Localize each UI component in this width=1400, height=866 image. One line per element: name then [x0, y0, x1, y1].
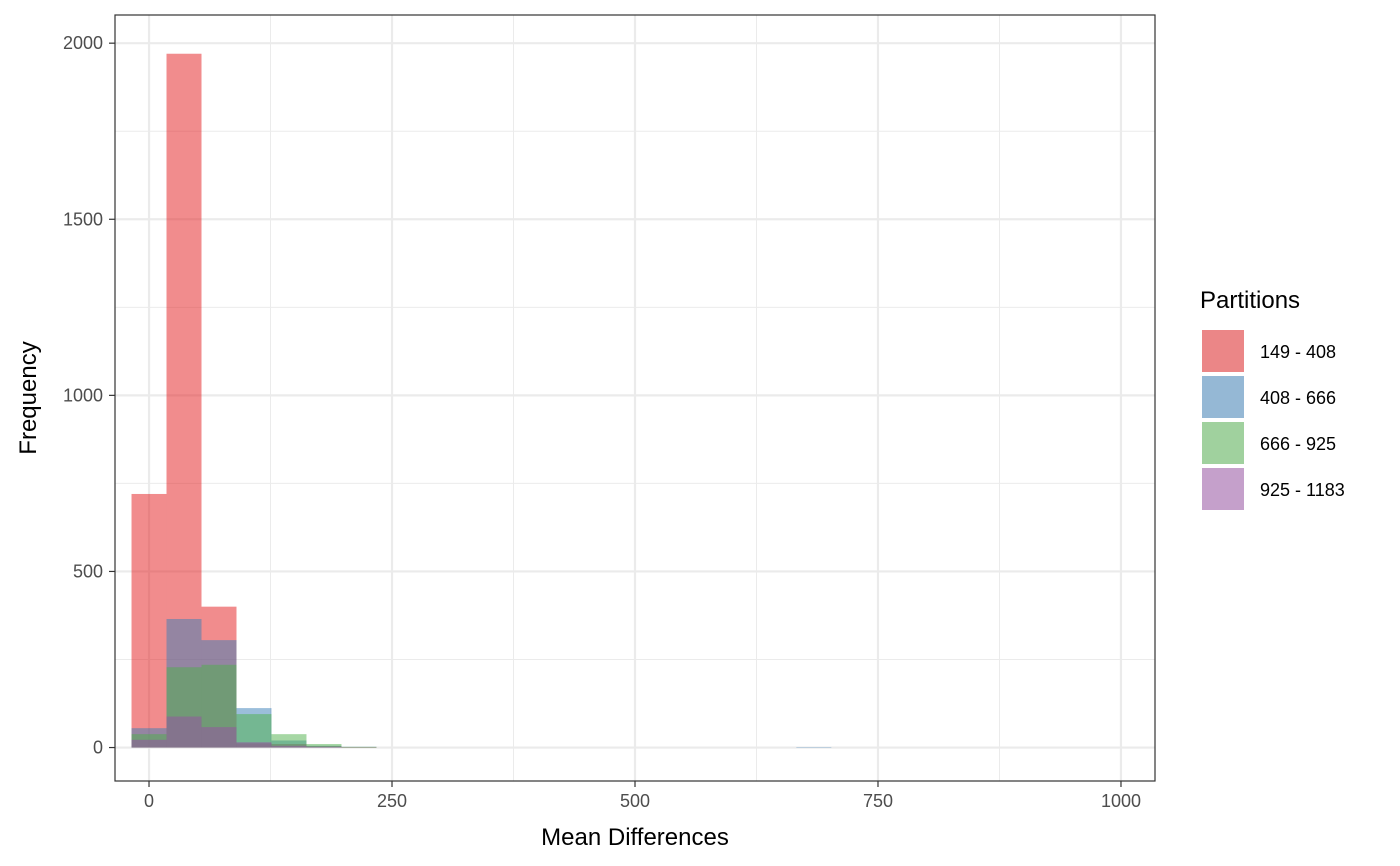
y-axis-title: Frequency [15, 341, 42, 454]
y-tick-label: 2000 [63, 33, 103, 53]
x-tick-label: 500 [620, 791, 650, 811]
y-tick-label: 0 [93, 738, 103, 758]
axis-ticks [109, 42, 1122, 787]
y-tick-label: 500 [73, 561, 103, 581]
legend-label: 925 - 1183 [1260, 480, 1345, 500]
y-tick-label: 1000 [63, 385, 103, 405]
bar-series-4-bin-5 [271, 745, 307, 748]
y-tick-labels: 0 500 1000 1500 2000 [63, 33, 103, 757]
bar-series-3-bin-6 [306, 744, 342, 748]
legend-label: 149 - 408 [1260, 342, 1336, 362]
legend-key-swatch [1202, 468, 1244, 510]
x-tick-label: 1000 [1101, 791, 1141, 811]
bars [131, 53, 832, 748]
grid-major [115, 15, 1155, 781]
bar-series-3-bin-4 [236, 714, 272, 748]
bar-series-1-bin-1 [131, 493, 167, 748]
x-axis-title: Mean Differences [541, 824, 729, 851]
legend: Partitions 149 - 408 408 - 666 666 - 925 92… [1200, 287, 1345, 510]
bar-series-4-bin-6 [306, 746, 342, 748]
legend-label: 666 - 925 [1260, 434, 1336, 454]
x-tick-labels: 0 250 500 750 1000 [144, 791, 1141, 811]
legend-key-swatch [1202, 330, 1244, 372]
x-tick-label: 0 [144, 791, 154, 811]
legend-title: Partitions [1200, 287, 1300, 314]
bar-series-3-bin-5 [271, 734, 307, 748]
legend-key-swatch [1202, 422, 1244, 464]
bar-series-2-bin-8 [796, 747, 832, 748]
bar-series-3-bin-7 [341, 746, 377, 748]
bar-series-4-bin-1 [131, 739, 167, 748]
legend-label: 408 - 666 [1260, 388, 1336, 408]
bar-series-4-bin-3 [201, 727, 237, 748]
y-tick-label: 1500 [63, 209, 103, 229]
x-tick-label: 750 [863, 791, 893, 811]
legend-key-swatch [1202, 376, 1244, 418]
x-tick-label: 250 [377, 791, 407, 811]
bar-series-4-bin-4 [236, 742, 272, 748]
bar-series-4-bin-2 [166, 716, 202, 748]
